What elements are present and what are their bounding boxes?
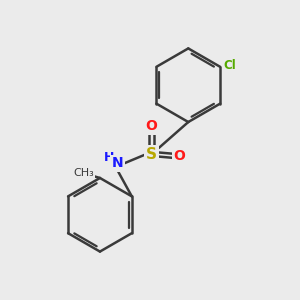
Text: O: O [146, 119, 158, 134]
Text: S: S [146, 147, 157, 162]
Text: N: N [112, 156, 123, 170]
Text: H: H [103, 152, 114, 164]
Text: Cl: Cl [224, 59, 236, 72]
Text: CH₃: CH₃ [74, 168, 94, 178]
Text: O: O [173, 149, 185, 163]
